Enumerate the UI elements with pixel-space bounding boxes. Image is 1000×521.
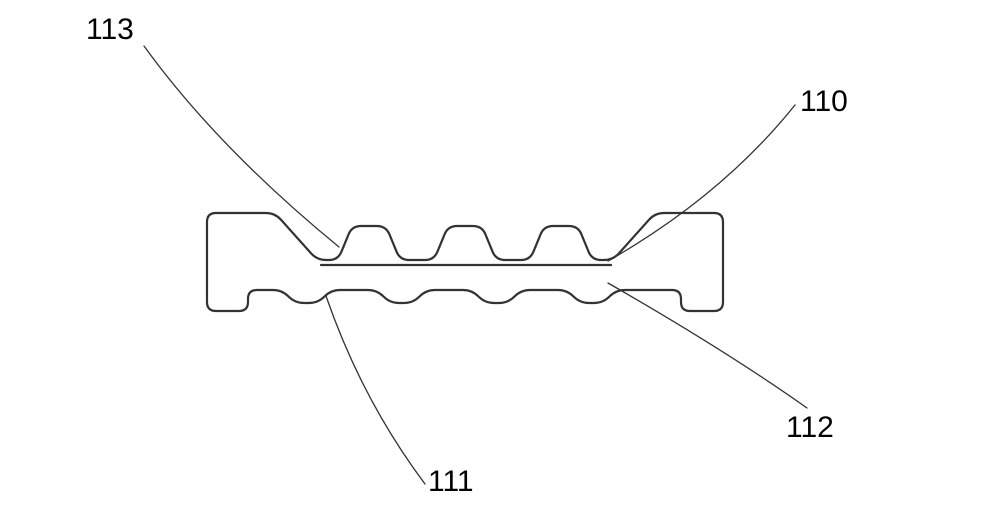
cross-section-outline xyxy=(207,213,723,311)
leader-line-110 xyxy=(608,105,795,261)
callout-label-111: 111 xyxy=(428,465,474,499)
leader-line-112 xyxy=(608,283,807,408)
leader-line-113 xyxy=(144,46,339,247)
leader-line-111 xyxy=(326,296,425,484)
diagram-svg xyxy=(0,0,1000,521)
callout-label-112: 112 xyxy=(786,411,834,445)
callout-label-113: 113 xyxy=(86,13,134,47)
callout-label-110: 110 xyxy=(800,85,848,119)
